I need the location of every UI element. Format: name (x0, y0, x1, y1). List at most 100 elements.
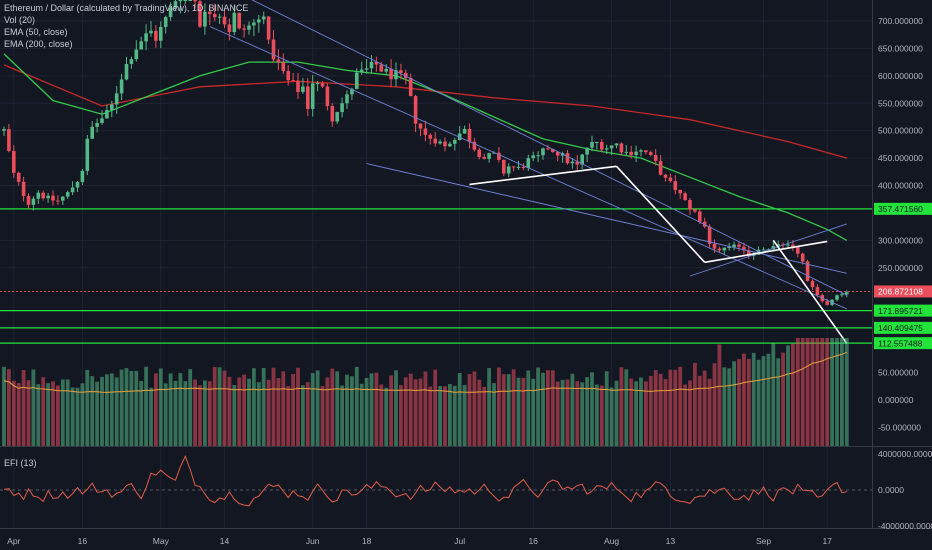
volume-bar (16, 382, 21, 446)
time-tick-label: 16 (528, 536, 538, 546)
volume-bar (805, 338, 810, 446)
volume-bar (51, 381, 55, 446)
candle-body (639, 150, 643, 152)
volume-bar (237, 377, 242, 446)
candle-body (546, 148, 550, 150)
volume-bar (786, 345, 790, 446)
level-tag-label: 140.409475 (878, 323, 923, 333)
candle-body (159, 26, 163, 41)
candle-body (261, 16, 266, 20)
candle-body (85, 138, 90, 171)
volume-bar (604, 371, 609, 446)
candle-body (208, 11, 212, 15)
candle-body (502, 159, 506, 174)
volume-bar (472, 371, 477, 446)
candle-body (188, 0, 192, 1)
candle-body (301, 86, 305, 92)
candle-body (384, 68, 388, 72)
volume-bar (438, 386, 442, 446)
volume-bar (80, 383, 85, 446)
candle-body (531, 155, 535, 159)
volume-bar (590, 372, 594, 446)
volume-bar (746, 358, 751, 446)
price-tick-label: 300.000000 (878, 235, 923, 245)
candle-body (418, 123, 423, 129)
volume-bar (207, 381, 212, 446)
volume-bar (546, 370, 550, 446)
candle-body (350, 88, 354, 95)
candle-body (374, 61, 379, 65)
volume-bar (624, 369, 629, 446)
candle-body (276, 59, 281, 63)
candle-body (668, 177, 673, 182)
candle-body (678, 189, 682, 194)
volume-bar (840, 338, 844, 446)
candle-body (26, 195, 31, 205)
candle-body (80, 170, 85, 183)
volume-bar (639, 377, 643, 446)
volume-tick-label: 50.000000 (878, 368, 918, 378)
candle-body (619, 143, 624, 153)
volume-bar (712, 363, 717, 446)
volume-bar (781, 352, 785, 446)
volume-bar (678, 366, 683, 446)
volume-bar (619, 367, 624, 446)
candle-body (732, 244, 736, 247)
volume-bar (835, 338, 839, 446)
candle-body (786, 244, 790, 246)
candle-body (747, 250, 751, 256)
volume-bar (634, 381, 638, 446)
volume-bar (673, 369, 678, 446)
volume-bar (247, 378, 251, 446)
volume-bar (139, 381, 144, 446)
candle-body (663, 174, 668, 178)
volume-bar (109, 373, 114, 446)
volume-bar (65, 379, 70, 446)
time-tick-label: Jul (454, 536, 465, 546)
volume-bar (345, 374, 349, 446)
candle-body (712, 243, 717, 249)
volume-bar (60, 379, 65, 446)
volume-bar (193, 379, 197, 446)
candle-body (193, 0, 197, 2)
candle-body (359, 69, 364, 73)
candle-body (453, 139, 457, 144)
candle-body (168, 7, 173, 18)
channel-line (251, 0, 848, 296)
candle-body (604, 148, 609, 150)
candle-body (51, 195, 55, 201)
level-tag (874, 337, 932, 350)
price-tick-label: 600.000000 (878, 71, 923, 81)
candle-body (404, 72, 408, 78)
volume-bar (844, 338, 849, 446)
volume-bar (374, 372, 379, 446)
volume-bar (114, 377, 119, 446)
candle-body (178, 0, 183, 2)
efi-tick-label: 0.0000 (878, 485, 904, 495)
candle-body (570, 161, 575, 164)
candle-body (683, 193, 687, 201)
candle-body (100, 118, 104, 123)
volume-bar (119, 369, 124, 446)
candle-body (428, 134, 433, 139)
candle-body (286, 71, 290, 81)
volume-bar (95, 381, 99, 446)
candle-body (21, 181, 26, 196)
volume-bar (644, 381, 648, 446)
candle-body (688, 200, 692, 210)
candle-body (526, 158, 531, 169)
volume-bar (158, 368, 163, 446)
volume-bar (614, 380, 619, 446)
volume-bar (330, 368, 335, 446)
candle-body (477, 149, 482, 158)
candle-body (7, 129, 11, 151)
candle-body (511, 166, 516, 168)
volume-bar (144, 366, 148, 446)
volume-bar (756, 359, 761, 446)
volume-bar (217, 367, 222, 446)
candle-body (825, 301, 829, 305)
candle-body (722, 247, 727, 251)
volume-bar (609, 387, 614, 446)
volume-ma-line (3, 351, 848, 393)
